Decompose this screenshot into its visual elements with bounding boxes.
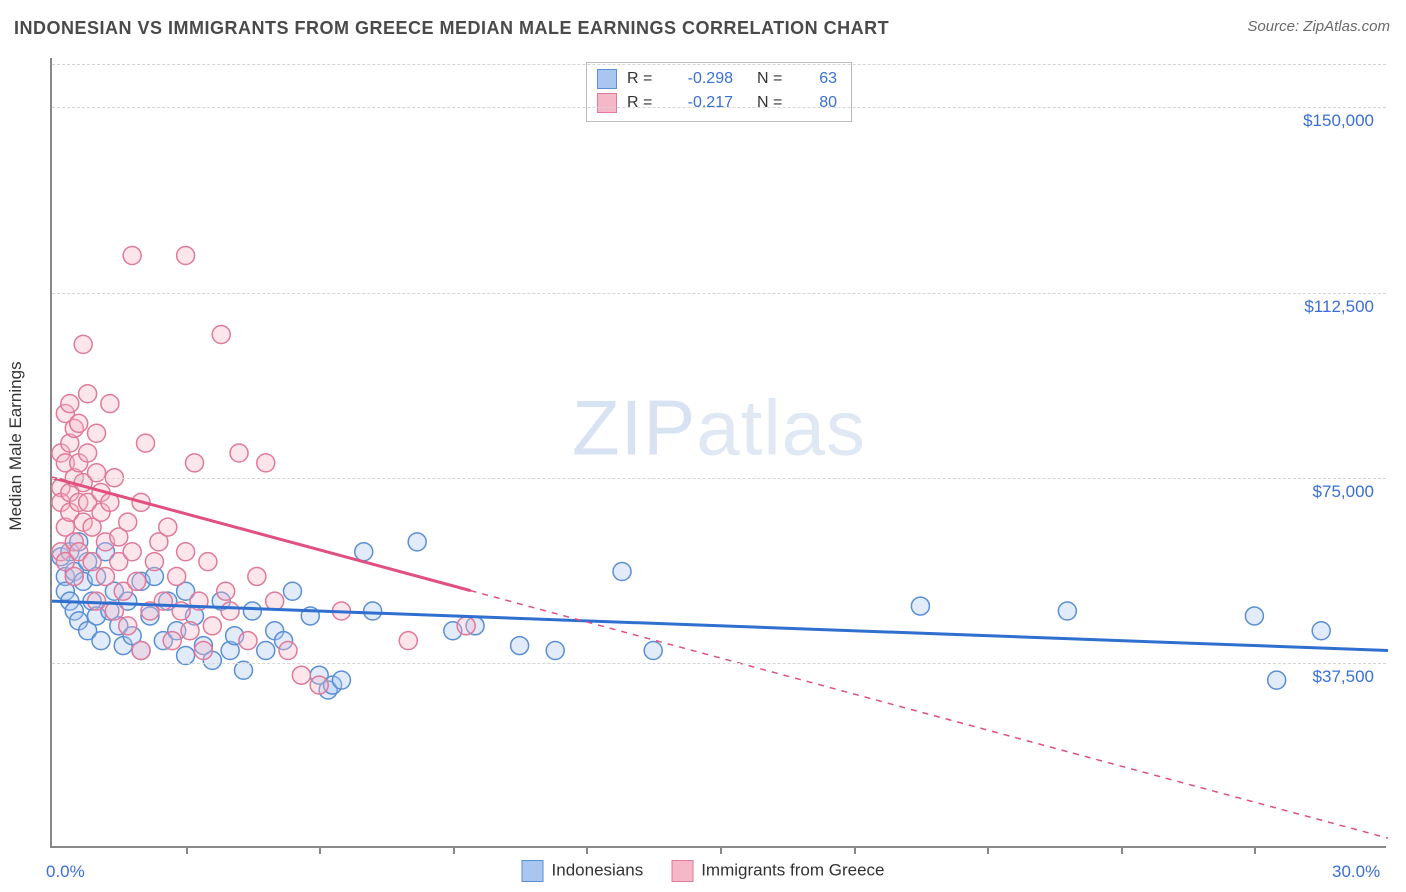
legend-swatch (522, 860, 544, 882)
source-name: ZipAtlas.com (1303, 18, 1390, 35)
x-tick (453, 846, 455, 854)
legend-n-label: N = (757, 67, 787, 91)
greece-trendline-extrapolated (471, 591, 1388, 839)
legend-swatch (671, 860, 693, 882)
x-tick (854, 846, 856, 854)
source-attribution: Source: ZipAtlas.com (1247, 18, 1390, 35)
y-tick-label: $112,500 (1304, 297, 1374, 317)
legend-label: Immigrants from Greece (701, 860, 884, 879)
x-axis-min-label: 0.0% (46, 862, 85, 882)
x-tick (987, 846, 989, 854)
legend-swatch (597, 93, 617, 113)
legend-row-indonesians: R = -0.298 N = 63 (597, 67, 837, 91)
legend-label: Indonesians (552, 860, 644, 879)
x-tick (586, 846, 588, 854)
x-tick (186, 846, 188, 854)
gridline (52, 293, 1386, 294)
source-prefix: Source: (1247, 18, 1303, 35)
indonesians-trendline (52, 601, 1388, 650)
gridline (52, 107, 1386, 108)
legend-item-greece: Immigrants from Greece (671, 860, 884, 882)
legend-item-indonesians: Indonesians (522, 860, 644, 882)
legend-n-value: 63 (797, 67, 837, 91)
y-tick-label: $75,000 (1313, 482, 1374, 502)
gridline (52, 663, 1386, 664)
trendline-layer (52, 58, 1386, 846)
y-tick-label: $37,500 (1313, 667, 1374, 687)
x-tick (1254, 846, 1256, 854)
legend-r-label: R = (627, 91, 657, 115)
y-axis-label: Median Male Earnings (6, 361, 26, 530)
series-legend: Indonesians Immigrants from Greece (522, 860, 885, 882)
gridline (52, 64, 1386, 65)
legend-swatch (597, 69, 617, 89)
y-tick-label: $150,000 (1303, 111, 1374, 131)
chart-plot-area: ZIPatlas R =-0.298N =63R =-0.217N =80 $3… (50, 58, 1386, 848)
legend-n-label: N = (757, 91, 787, 115)
legend-r-label: R = (627, 67, 657, 91)
x-tick (319, 846, 321, 854)
greece-trendline (52, 478, 471, 591)
x-axis-max-label: 30.0% (1332, 862, 1380, 882)
x-tick (1121, 846, 1123, 854)
legend-n-value: 80 (797, 91, 837, 115)
legend-r-value: -0.298 (667, 67, 733, 91)
chart-title: INDONESIAN VS IMMIGRANTS FROM GREECE MED… (14, 18, 889, 39)
gridline (52, 478, 1386, 479)
x-tick (720, 846, 722, 854)
legend-r-value: -0.217 (667, 91, 733, 115)
legend-row-greece: R = -0.217 N = 80 (597, 91, 837, 115)
correlation-legend: R = -0.298 N = 63 R = -0.217 N = 80 (586, 62, 852, 122)
